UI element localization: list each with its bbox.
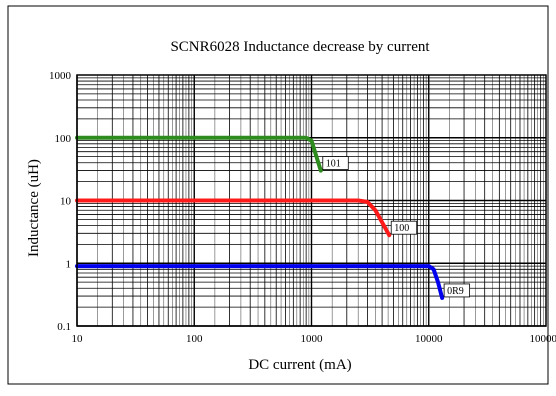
x-axis-label: DC current (mA) bbox=[248, 357, 351, 373]
y-tick-label: 1000 bbox=[49, 70, 72, 82]
chart-title: SCNR6028 Inductance decrease by current bbox=[170, 39, 430, 55]
y-axis-label: Inductance (uH) bbox=[26, 159, 42, 257]
chart-border bbox=[8, 6, 548, 384]
x-tick-label: 100 bbox=[186, 333, 203, 345]
y-tick-label: 100 bbox=[55, 133, 72, 145]
series-tag-label: 101 bbox=[326, 159, 341, 170]
y-tick-label: 10 bbox=[60, 196, 72, 208]
series-tag-label: 100 bbox=[394, 223, 409, 234]
y-tick-label: 1 bbox=[66, 258, 72, 270]
x-tick-label: 1000 bbox=[301, 333, 324, 345]
x-tick-label: 10 bbox=[72, 333, 84, 345]
series-tag-label: 0R9 bbox=[447, 286, 464, 297]
y-tick-label: 0.1 bbox=[57, 321, 71, 333]
x-tick-label: 10000 bbox=[415, 333, 443, 345]
